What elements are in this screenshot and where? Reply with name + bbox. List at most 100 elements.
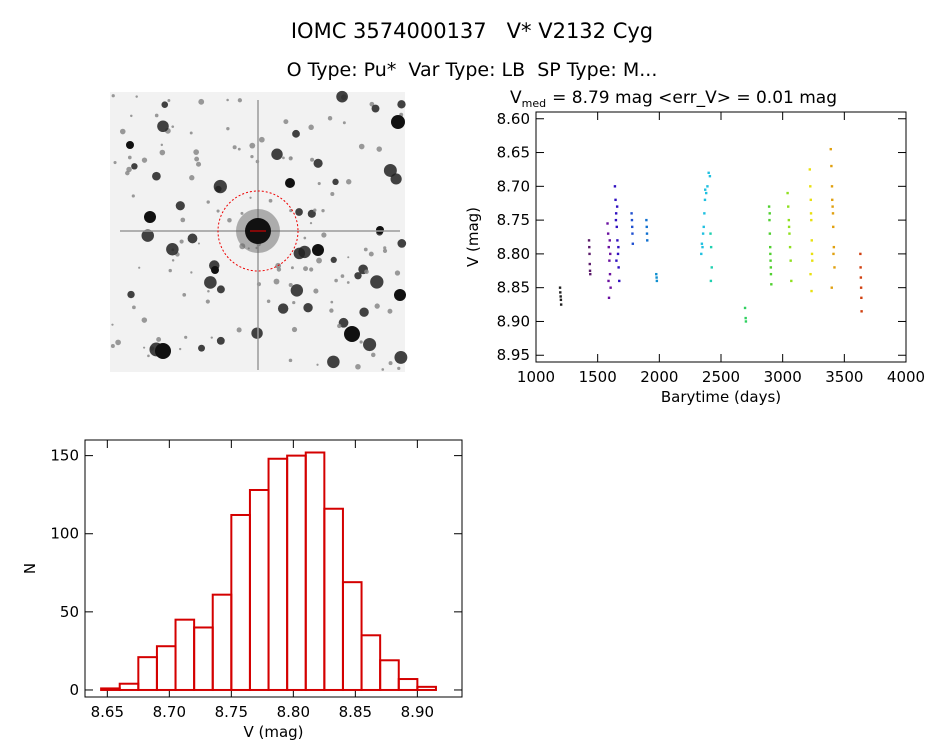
star: [156, 336, 162, 342]
star: [303, 266, 308, 272]
data-point: [631, 232, 634, 235]
data-point: [608, 239, 611, 242]
x-tick-label: 1000: [517, 368, 555, 386]
star: [397, 239, 407, 248]
data-point: [588, 252, 591, 256]
star: [236, 327, 242, 333]
histogram-bar: [323, 507, 344, 691]
data-point: [790, 279, 793, 283]
data-point: [559, 298, 563, 302]
data-point: [706, 185, 709, 188]
data-point: [788, 232, 791, 235]
star: [189, 131, 193, 135]
histogram-bar: [341, 581, 363, 691]
star: [210, 336, 213, 339]
data-point: [707, 171, 710, 175]
star: [179, 239, 184, 244]
star: [258, 136, 265, 143]
data-point: [829, 147, 832, 151]
bright-star: [344, 326, 360, 342]
x-tick-label: 3500: [825, 368, 863, 386]
star: [358, 143, 365, 150]
star: [166, 242, 179, 256]
data-point: [831, 205, 834, 208]
data-point: [655, 272, 658, 276]
star: [135, 95, 138, 98]
star: [313, 288, 319, 294]
star: [216, 209, 220, 213]
x-tick-label: 8.90: [401, 703, 434, 721]
star: [376, 146, 382, 152]
star: [308, 124, 314, 131]
data-point: [703, 212, 706, 215]
x-tick-label: 8.70: [153, 703, 186, 721]
bright-star: [376, 226, 384, 234]
star: [131, 194, 135, 198]
data-point: [830, 185, 834, 188]
data-point: [606, 222, 609, 225]
y-tick-label: 150: [50, 447, 79, 465]
data-point: [860, 310, 863, 313]
star: [115, 339, 121, 346]
star: [363, 247, 368, 252]
star: [370, 275, 384, 289]
data-point: [608, 259, 611, 262]
star: [310, 157, 315, 162]
star: [226, 98, 229, 102]
data-point: [832, 252, 835, 256]
x-tick-label: 8.65: [91, 703, 124, 721]
data-point: [655, 276, 658, 279]
data-point: [788, 245, 792, 249]
star: [147, 354, 150, 358]
data-point: [645, 218, 648, 222]
star: [374, 303, 380, 309]
data-point: [613, 185, 617, 188]
star: [141, 229, 154, 242]
data-point: [607, 279, 610, 283]
star: [321, 232, 327, 238]
star: [132, 305, 136, 310]
x-tick-label: 8.75: [215, 703, 248, 721]
star: [154, 113, 159, 118]
star: [359, 307, 369, 317]
data-point: [859, 252, 862, 256]
star: [292, 129, 300, 138]
star: [207, 290, 210, 293]
star: [303, 303, 313, 313]
data-point: [859, 276, 863, 279]
title-main: V: [510, 88, 522, 108]
star: [152, 171, 161, 181]
data-point: [655, 279, 659, 283]
star: [215, 185, 222, 193]
star: [251, 327, 263, 339]
histogram-bar: [174, 618, 196, 691]
star: [292, 300, 296, 305]
histogram-bar: [248, 488, 270, 691]
star: [298, 245, 311, 259]
x-tick-label: 2500: [702, 368, 740, 386]
star: [125, 170, 130, 176]
star: [332, 178, 339, 186]
star: [168, 268, 172, 273]
star: [119, 128, 126, 135]
data-point: [709, 232, 712, 235]
star: [364, 269, 369, 275]
star: [205, 299, 210, 304]
histogram-bar: [118, 682, 140, 691]
star: [330, 256, 337, 263]
star: [180, 217, 186, 223]
data-point: [810, 289, 813, 293]
star: [283, 119, 289, 125]
data-point: [607, 245, 610, 249]
star: [113, 160, 117, 165]
star: [271, 148, 283, 160]
star: [232, 145, 237, 150]
data-point: [615, 205, 619, 208]
star: [167, 98, 171, 102]
histogram-bar: [304, 451, 326, 691]
histogram-bar: [267, 457, 289, 691]
data-point: [617, 245, 620, 249]
star: [198, 344, 205, 352]
plot-frame: [535, 111, 907, 363]
star: [130, 114, 133, 118]
